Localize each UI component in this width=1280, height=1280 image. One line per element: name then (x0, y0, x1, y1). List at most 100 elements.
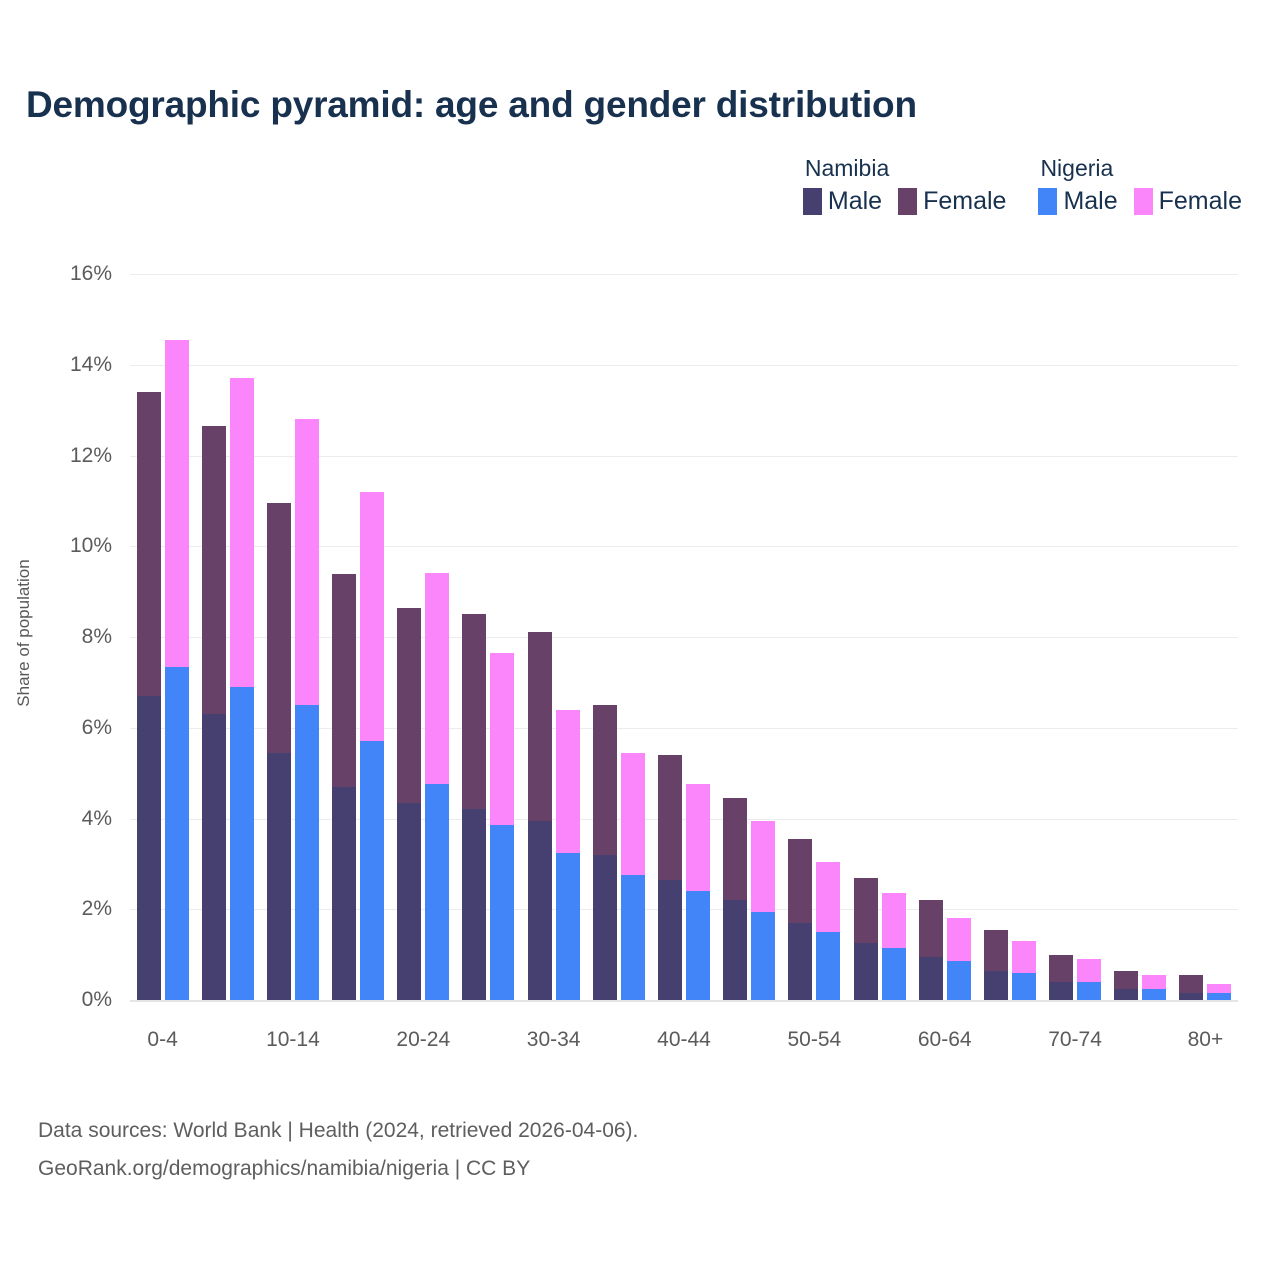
bar-nigeria-50-54[interactable] (816, 861, 841, 1000)
bar-nigeria-15-19[interactable] (360, 491, 385, 1000)
bar-segment-male (462, 809, 487, 1000)
bar-segment-male (136, 696, 161, 1000)
legend-country-label: Namibia (804, 155, 890, 181)
bar-nigeria-40-44[interactable] (686, 784, 710, 1000)
bar-namibia-60-64[interactable] (918, 900, 943, 1000)
bar-nigeria-75-79[interactable] (1142, 975, 1167, 1000)
bar-segment-female (164, 339, 189, 667)
legend-swatch-icon (898, 188, 918, 215)
x-axis-tick-label: 0-4 (147, 1028, 178, 1051)
bar-segment-male (881, 947, 906, 1000)
legend-items: Male Female (1038, 188, 1242, 215)
bar-namibia-35-39[interactable] (592, 705, 617, 1000)
bar-nigeria-5-9[interactable] (229, 378, 254, 1000)
bar-nigeria-45-49[interactable] (751, 820, 776, 1000)
y-axis-tick-label: 0% (81, 988, 112, 1011)
bar-namibia-45-49[interactable] (723, 798, 748, 1000)
bar-segment-female (425, 573, 450, 785)
legend-item-nigeria-male[interactable]: Male (1038, 188, 1118, 215)
y-axis-tick-label: 2% (81, 897, 112, 921)
legend-item-nigeria-female[interactable]: Female (1133, 187, 1242, 215)
bar-segment-female (1049, 954, 1074, 982)
bar-nigeria-0-4[interactable] (164, 339, 189, 1000)
bar-namibia-75-79[interactable] (1114, 970, 1139, 1000)
x-axis-tick-label: 70-74 (1048, 1028, 1102, 1051)
bar-segment-male (686, 891, 710, 1000)
bar-segment-male (332, 786, 357, 1000)
bar-nigeria-25-29[interactable] (490, 652, 515, 1000)
bar-namibia-30-34[interactable] (527, 632, 552, 1000)
bar-segment-male (1077, 981, 1102, 1000)
legend-item-namibia-female[interactable]: Female (898, 188, 1006, 215)
bar-nigeria-35-39[interactable] (620, 752, 645, 1000)
bar-namibia-50-54[interactable] (788, 838, 813, 1000)
y-axis-tick-label: 12% (69, 443, 112, 467)
gridline (130, 274, 1238, 275)
bar-nigeria-80+[interactable] (1207, 984, 1232, 1000)
bar-segment-female (201, 426, 226, 715)
bar-namibia-5-9[interactable] (201, 426, 226, 1000)
bar-segment-male (555, 852, 580, 1000)
bar-namibia-40-44[interactable] (658, 754, 682, 1000)
bar-segment-female (816, 861, 841, 932)
bar-segment-female (592, 705, 617, 855)
y-axis-tick-label: 10% (69, 534, 112, 558)
bar-segment-female (918, 900, 943, 957)
bar-segment-male (266, 752, 291, 1000)
bar-segment-female (555, 709, 580, 853)
bar-namibia-15-19[interactable] (332, 573, 357, 1000)
bar-namibia-10-14[interactable] (266, 503, 291, 1000)
footer-line-1: Data sources: World Bank | Health (2024,… (38, 1119, 639, 1142)
bar-namibia-20-24[interactable] (397, 607, 422, 1000)
bar-nigeria-30-34[interactable] (555, 709, 580, 1000)
bar-segment-female (1179, 975, 1204, 994)
x-axis-tick-label: 80+ (1187, 1028, 1224, 1051)
x-axis-tick-label: 20-24 (396, 1028, 451, 1051)
bar-segment-male (723, 900, 748, 1000)
bar-segment-male (853, 943, 878, 1000)
bar-segment-male (1049, 981, 1074, 1000)
bar-namibia-65-69[interactable] (983, 929, 1008, 1000)
bar-nigeria-60-64[interactable] (946, 918, 971, 1000)
bar-namibia-55-59[interactable] (853, 877, 878, 1000)
y-axis-tick-label: 16% (69, 262, 112, 285)
bar-segment-male (620, 875, 645, 1000)
bar-nigeria-10-14[interactable] (294, 419, 319, 1000)
legend-item-label: Female (923, 187, 1007, 215)
page-title: Demographic pyramid: age and gender dist… (26, 84, 917, 125)
bar-namibia-25-29[interactable] (462, 614, 487, 1000)
bar-segment-male (816, 931, 841, 1000)
bar-segment-female (1011, 941, 1036, 973)
bar-nigeria-70-74[interactable] (1077, 959, 1102, 1000)
bar-segment-male (164, 666, 189, 1000)
bar-segment-male (294, 705, 319, 1000)
bar-nigeria-65-69[interactable] (1011, 941, 1036, 1000)
legend-item-namibia-male[interactable]: Male (802, 188, 882, 215)
legend-swatch-icon (1133, 188, 1153, 215)
bar-segment-male (425, 784, 450, 1000)
bar-segment-female (527, 632, 552, 821)
legend-group-nigeria: Nigeria Male Female (1038, 155, 1242, 215)
bar-segment-male (751, 911, 776, 1000)
bar-nigeria-55-59[interactable] (881, 893, 906, 1000)
bar-segment-male (490, 825, 515, 1000)
bar-namibia-70-74[interactable] (1049, 954, 1074, 1000)
bar-segment-male (360, 741, 385, 1000)
legend-items: Male Female (802, 188, 1006, 215)
x-axis-tick-label: 40-44 (657, 1028, 711, 1051)
footer: Data sources: World Bank | Health (2024,… (38, 1112, 638, 1188)
bar-nigeria-20-24[interactable] (425, 573, 450, 1000)
bar-namibia-0-4[interactable] (136, 392, 161, 1000)
bar-segment-female (723, 798, 748, 901)
bar-namibia-80+[interactable] (1179, 975, 1204, 1000)
bar-segment-female (751, 820, 776, 912)
bar-segment-female (490, 652, 515, 826)
legend-item-label: Female (1158, 187, 1242, 215)
y-axis-tick-label: 4% (81, 806, 112, 830)
bar-segment-female (136, 392, 161, 696)
bar-segment-male (397, 802, 422, 1000)
legend-group-namibia: Namibia Male Female (802, 155, 1006, 215)
